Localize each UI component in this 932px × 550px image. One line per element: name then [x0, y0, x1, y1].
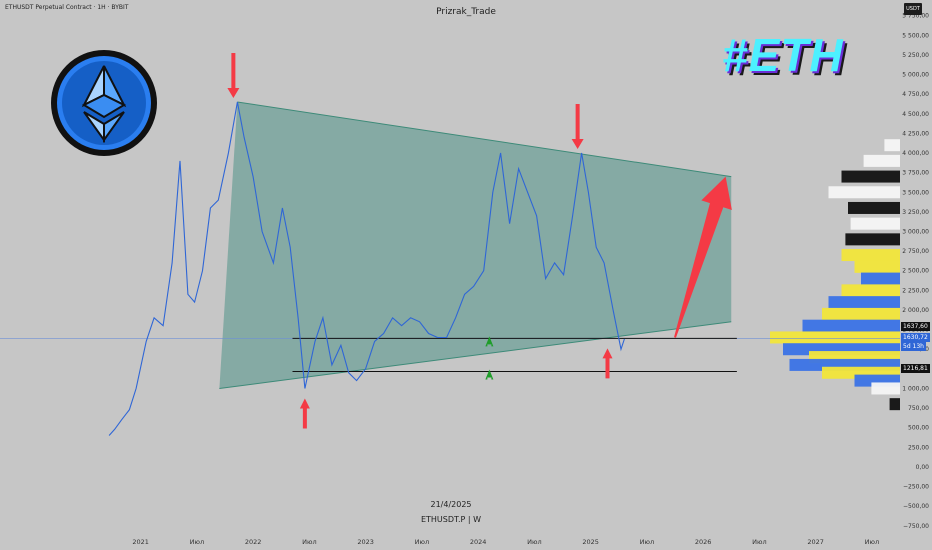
- y-tick-label: 5 250,00: [902, 52, 929, 59]
- y-tick-label: −750,00: [903, 523, 929, 530]
- volume-profile-bar: [848, 201, 900, 214]
- x-tick-label: 2021: [132, 538, 149, 546]
- volume-profile-bar: [854, 260, 900, 273]
- volume-profile-bar: [884, 139, 900, 152]
- triangle-pattern: [219, 101, 732, 389]
- y-tick-label: 500,00: [908, 425, 929, 432]
- y-tick-label: 2 000,00: [902, 307, 929, 314]
- y-tick-label: 3 250,00: [902, 209, 929, 216]
- x-tick-label: Июл: [302, 538, 317, 546]
- y-tick-label: −250,00: [903, 484, 929, 491]
- green-up-arrow-icon: [485, 369, 494, 380]
- x-tick-label: Июл: [752, 538, 767, 546]
- date-caption: 21/4/2025: [430, 500, 472, 509]
- volume-profile-bar: [770, 331, 900, 344]
- x-axis: 2021 Июл 2022 Июл 2023 Июл 2024 Июл 2025 Июл 2026 И…: [132, 538, 879, 546]
- y-tick-label: 250,00: [908, 444, 929, 451]
- y-tick-label: 5 750,00: [902, 13, 929, 20]
- y-tick-label: 2 250,00: [902, 287, 929, 294]
- x-tick-label: 2024: [470, 538, 487, 546]
- triangle-fill: [219, 102, 732, 389]
- volume-profile: [770, 139, 900, 411]
- volume-profile-bar: [889, 398, 900, 411]
- volume-profile-bar: [863, 154, 900, 167]
- red-up-arrow-icon: [602, 348, 613, 379]
- ethereum-logo-icon: [51, 50, 157, 156]
- y-tick-label: 4 250,00: [902, 130, 929, 137]
- x-tick-label: Июл: [527, 538, 542, 546]
- triangle-lower-edge: [219, 321, 732, 389]
- y-tick-label: 0,00: [916, 464, 930, 471]
- x-tick-label: Июл: [190, 538, 205, 546]
- y-tick-label: 5 500,00: [902, 32, 929, 39]
- countdown-label: 5d 13h: [901, 342, 926, 351]
- volume-profile-bar: [871, 382, 900, 395]
- y-tick-label: 5 000,00: [902, 72, 929, 79]
- price-line: [108, 101, 625, 436]
- x-tick-label: Июл: [865, 538, 880, 546]
- y-tick-label: 2 500,00: [902, 268, 929, 275]
- x-tick-label: 2023: [357, 538, 374, 546]
- volume-profile-bar: [802, 319, 900, 332]
- y-tick-label: 750,00: [908, 405, 929, 412]
- red-down-arrow-icon: [227, 53, 240, 99]
- y-tick-label: 4 500,00: [902, 111, 929, 118]
- mark-price-label: 1630,72: [901, 333, 930, 342]
- current-price-label: 1637,60: [901, 322, 930, 331]
- x-tick-label: 2025: [582, 538, 599, 546]
- y-tick-label: 4 000,00: [902, 150, 929, 157]
- red-up-arrow-icon: [299, 398, 310, 429]
- y-tick-label: 3 000,00: [902, 229, 929, 236]
- author-name: Prizrak_Trade: [436, 7, 496, 17]
- x-tick-label: 2022: [245, 538, 262, 546]
- eth-hashtag-text: #ETH: [722, 29, 844, 81]
- volume-profile-bar: [841, 284, 900, 297]
- x-tick-label: Июл: [640, 538, 655, 546]
- symbol-caption: ETHUSDT.P | W: [420, 515, 482, 524]
- volume-profile-bar: [841, 249, 900, 262]
- volume-profile-bar: [850, 217, 900, 230]
- volume-profile-bar: [822, 307, 900, 320]
- volume-profile-bar: [845, 233, 900, 246]
- y-tick-label: 4 750,00: [902, 91, 929, 98]
- red-down-arrow-icon: [571, 104, 584, 150]
- volume-profile-bar: [828, 296, 900, 309]
- triangle-upper-edge: [237, 101, 732, 178]
- currency-badge[interactable]: USDT: [904, 3, 922, 15]
- big-red-up-arrow-icon: [674, 176, 732, 338]
- x-tick-label: 2026: [695, 538, 712, 546]
- annotations: [227, 53, 732, 429]
- volume-profile-bar: [828, 186, 900, 199]
- y-tick-label: 3 500,00: [902, 189, 929, 196]
- y-tick-label: 1 000,00: [902, 385, 929, 392]
- x-tick-label: 2027: [807, 538, 824, 546]
- volume-profile-bar: [861, 272, 900, 285]
- y-tick-label: 3 750,00: [902, 170, 929, 177]
- x-tick-label: Июл: [415, 538, 430, 546]
- y-tick-label: 2 750,00: [902, 248, 929, 255]
- green-up-arrow-icon: [485, 336, 494, 347]
- contract-title: ETHUSDT Perpetual Contract · 1H · BYBIT: [5, 4, 129, 11]
- support-price-label: 1216,81: [901, 364, 930, 373]
- horizontal-levels: [0, 337, 900, 372]
- price-series: [108, 101, 625, 436]
- y-tick-label: −500,00: [903, 503, 929, 510]
- volume-profile-bar: [841, 170, 900, 183]
